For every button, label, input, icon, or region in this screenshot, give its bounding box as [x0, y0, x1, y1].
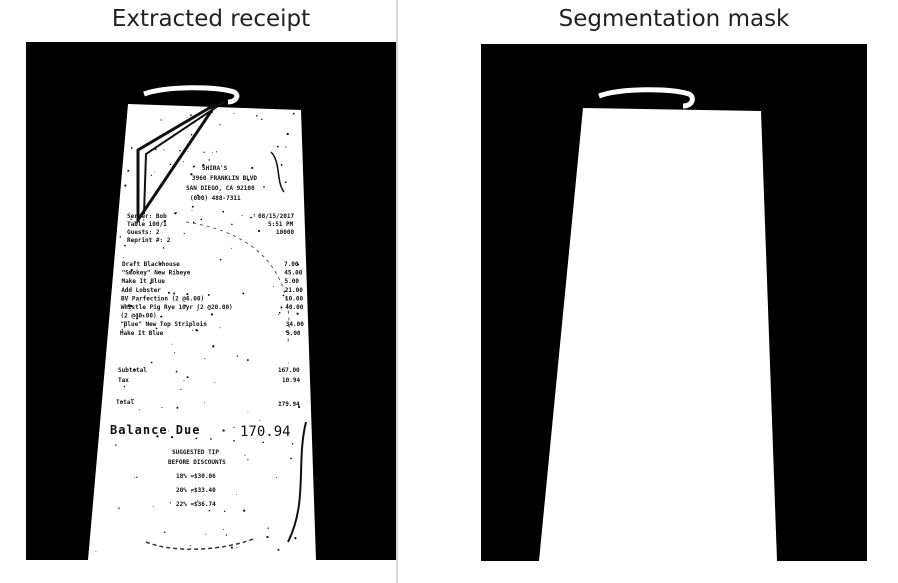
tip-header-1: SUGGESTED TIP: [172, 449, 219, 456]
receipt-item-name: Add Lobster: [121, 287, 161, 294]
receipt-ticket: 10000: [276, 229, 294, 236]
segmentation-mask-image: [481, 44, 867, 561]
subtotal-label: Subtotal: [118, 367, 147, 374]
receipt-item-price: 34.00: [286, 321, 304, 328]
extracted-receipt-image: SHIRA'S 3960 FRANKLIN BLVD SAN DIEGO, CA…: [26, 42, 396, 560]
tip-line-3: 22% =$36.74: [176, 501, 216, 508]
reprint-line: Reprint #: 2: [127, 237, 171, 244]
tip-header-2: BEFORE DISCOUNTS: [168, 459, 226, 466]
total-value: 179.94: [278, 401, 300, 408]
tax-value: 10.94: [282, 377, 300, 384]
receipt-curl: [143, 85, 240, 105]
total-label: Total: [116, 399, 134, 406]
receipt-items: Draft Blackhouse 7.00 "Smokey" New Ribeye 4…: [120, 261, 304, 337]
receipt-item-name: Make It Blue: [122, 278, 166, 285]
receipt-header-4: (000) 488-7311: [190, 195, 241, 202]
receipt-date: 08/15/2017: [258, 213, 295, 220]
receipt-item-name: Whistle Pig Rye 10yr (2 @20.00): [121, 304, 233, 311]
receipt-item-name: Draft Blackhouse: [122, 261, 180, 268]
server-line: Server: Bob: [127, 213, 167, 220]
receipt-item-price: 5.00: [285, 278, 300, 285]
receipt-item-price: 45.00: [284, 270, 302, 277]
mask-curl: [598, 87, 695, 109]
fold-mark: [136, 102, 218, 225]
panel-divider: [396, 0, 398, 583]
receipt-time: 5:51 PM: [268, 221, 294, 228]
receipt-item-name: "Smokey" New Ribeye: [122, 270, 191, 277]
balance-label: Balance Due: [110, 423, 200, 437]
receipt-item-price: 5.00: [286, 330, 301, 337]
left-panel-title: Extracted receipt: [111, 6, 311, 32]
receipt-header-2: 3960 FRANKLIN BLVD: [192, 175, 257, 182]
receipt-header-3: SAN DIEGO, CA 92108: [186, 185, 255, 192]
balance-value: 170.94: [240, 424, 291, 440]
tip-line-1: 18% =$30.06: [176, 473, 216, 480]
guests-line: Guests: 2: [127, 229, 160, 236]
receipt-item-name: Make It Blue: [120, 330, 164, 337]
subtotal-value: 167.00: [278, 367, 300, 374]
receipt-item-name: "Blue" New Top Striploin: [120, 321, 207, 328]
receipt-item-price: 40.00: [285, 304, 303, 311]
receipt-item-price: 7.00: [284, 261, 299, 268]
table-line: Table 100/1: [127, 221, 167, 228]
receipt-item-name: (2 @40.00): [121, 313, 157, 320]
receipt-header-1: SHIRA'S: [202, 165, 228, 172]
receipt-item-name: BV Parfection (2 @6.00): [121, 295, 204, 302]
right-panel-title: Segmentation mask: [558, 6, 790, 32]
tip-line-2: 20% =$33.40: [176, 487, 216, 494]
mask-region: [539, 108, 777, 561]
receipt-item-price: 21.00: [285, 287, 303, 294]
tax-label: Tax: [118, 377, 129, 384]
receipt-paper: [88, 104, 316, 560]
receipt-item-price: 10.00: [285, 295, 303, 302]
